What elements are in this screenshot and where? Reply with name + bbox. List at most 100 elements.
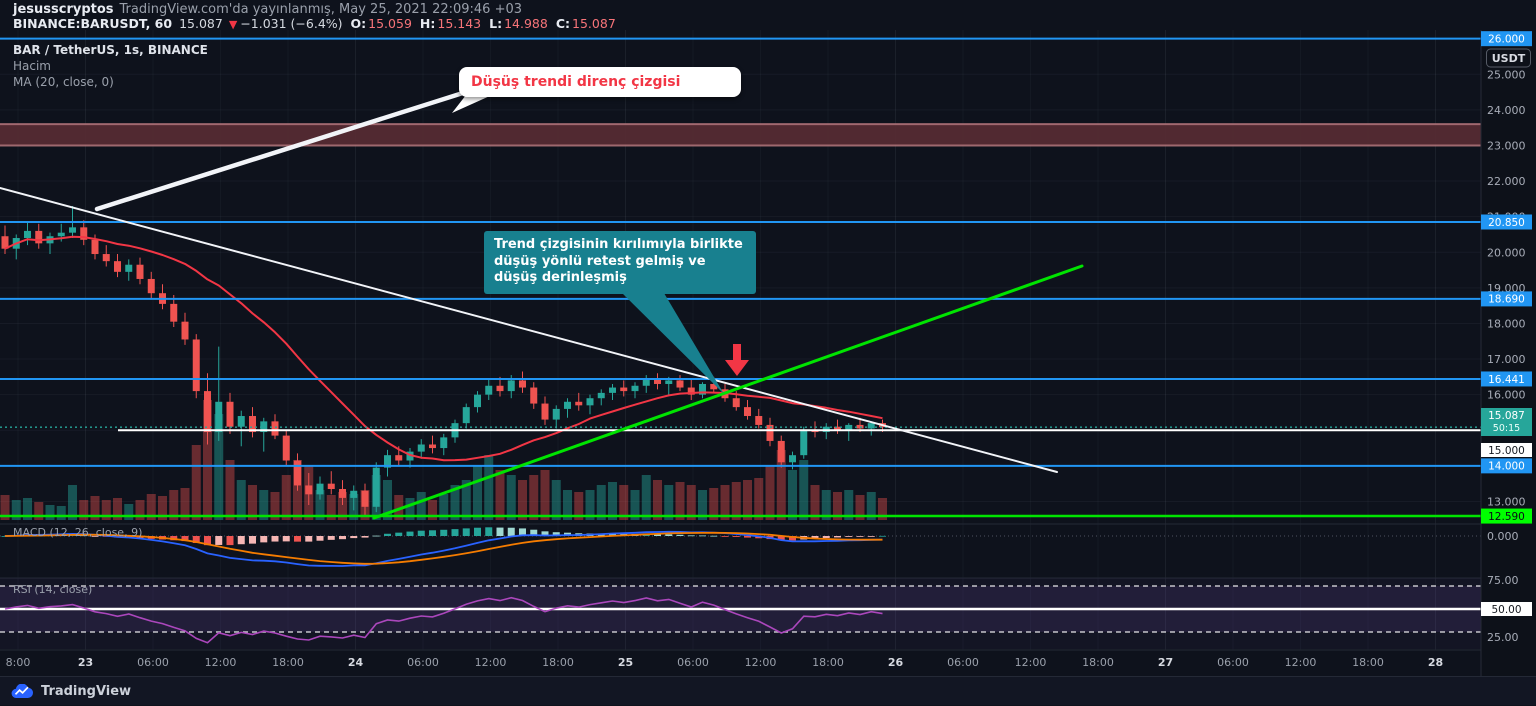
candle-body — [552, 408, 560, 420]
down-arrow-icon: ▼ — [228, 18, 238, 31]
candle-body — [294, 460, 301, 486]
candle-body — [1, 236, 9, 249]
time-axis[interactable]: 8:00 23 06:00 12:00 18:00 24 06:00 12:00 18:00 25… — [6, 656, 1444, 669]
macd-hist-bar — [384, 533, 391, 536]
candle-body — [429, 444, 436, 449]
legend-ma[interactable]: MA (20, close, 0) — [13, 75, 114, 89]
rising-support-line — [372, 264, 1084, 520]
volume-bar — [878, 498, 887, 520]
candle-body — [147, 278, 155, 294]
volume-bar — [473, 465, 482, 520]
volume-bar — [113, 498, 122, 520]
candle-body — [181, 321, 189, 340]
candle-body — [395, 455, 403, 461]
volume-bar — [191, 445, 201, 520]
volume-bar — [236, 480, 246, 520]
volume-bar — [56, 506, 66, 520]
retest-callout-box[interactable]: Trend çizgisinin kırılımıyla birlikte dü… — [484, 231, 756, 294]
macd-hist-bar — [192, 536, 200, 544]
candle-body — [215, 401, 223, 433]
volume-bar — [563, 490, 572, 520]
level-lines[interactable] — [0, 37, 1481, 518]
candle-body — [440, 437, 448, 449]
volume-bar — [428, 500, 437, 520]
currency-button[interactable] — [1486, 48, 1531, 68]
candle-body — [102, 254, 110, 262]
volume-bar — [608, 482, 617, 520]
volume-bar — [709, 488, 719, 520]
macd-hist-bar — [350, 536, 358, 539]
volume-bar — [79, 500, 89, 520]
time-tick: 06:00 — [677, 656, 709, 669]
candle-body — [57, 232, 65, 237]
last-price: 15.087 — [179, 16, 223, 31]
tradingview-brand-text[interactable]: TradingView — [41, 683, 132, 699]
time-tick: 12:00 — [1285, 656, 1317, 669]
chart-legend: BAR / TetherUS, 1s, BINANCE Hacim MA (20… — [13, 42, 208, 90]
time-tick: 28 — [1428, 656, 1443, 669]
svg-text:26.000: 26.000 — [1488, 33, 1525, 45]
macd-hist-bar — [327, 536, 335, 540]
volume-bar — [270, 492, 280, 520]
candle-body — [507, 380, 515, 392]
price-tick: 13.000 — [1487, 495, 1526, 508]
candle-body — [170, 303, 178, 322]
svg-text:50.00: 50.00 — [1491, 604, 1521, 616]
volume-bar — [11, 500, 21, 520]
volume-bar — [675, 482, 685, 520]
downtrend-resistance-line — [0, 187, 1058, 473]
legend-volume[interactable]: Hacim — [13, 59, 51, 73]
macd-hist-bar — [507, 527, 515, 536]
macd-hist-bar — [372, 535, 380, 537]
macd-hist-bar — [496, 527, 504, 536]
candle-body — [631, 385, 639, 392]
candle-body — [755, 416, 763, 425]
price-label-16441 — [1481, 371, 1532, 387]
macd-hist-bar — [80, 535, 88, 537]
candle-body — [609, 387, 616, 393]
macd-hist-bar — [451, 529, 459, 536]
svg-text:20.850: 20.850 — [1488, 217, 1525, 229]
rsi-legend[interactable]: RSI (14, close) — [13, 583, 93, 596]
volume-bar — [416, 492, 426, 520]
published-info: TradingView.com'da yayınlanmış, May 25, … — [119, 2, 523, 17]
candle-body — [316, 483, 324, 495]
time-tick: 12:00 — [745, 656, 777, 669]
resistance-annotation-box[interactable]: Düşüş trendi direnç çizgisi — [459, 67, 741, 97]
resistance-zone[interactable] — [0, 123, 1481, 147]
close-label: C: — [555, 16, 571, 31]
macd-hist-bar — [552, 532, 560, 536]
price-axis[interactable]: 25.00024.00023.00022.00021.00020.00019.0… — [1480, 30, 1536, 676]
volume-bar — [574, 492, 584, 520]
time-tick: 18:00 — [272, 656, 304, 669]
candle-body — [654, 378, 661, 384]
volume-bar — [619, 485, 629, 520]
legend-symbol[interactable]: BAR / TetherUS, 1s, BINANCE — [13, 43, 208, 57]
volume-bar — [506, 475, 516, 520]
volume-bar — [518, 480, 527, 520]
candle-body — [226, 401, 234, 427]
trendlines[interactable] — [0, 89, 1084, 520]
volume-bar — [495, 470, 505, 520]
high-value: 15.143 — [437, 16, 482, 31]
volume-bar — [394, 495, 404, 520]
price-label-15000 — [1481, 443, 1532, 457]
volume-bar — [664, 485, 674, 520]
candle-body — [845, 424, 853, 431]
symbol-name[interactable]: BINANCE:BARUSDT, 60 — [13, 16, 173, 31]
macd-hist-bar — [777, 536, 785, 541]
macd-hist-bar — [789, 536, 796, 541]
macd-hist-bar — [316, 536, 324, 541]
macd-legend[interactable]: MACD (12, 26, close, 9) — [13, 526, 143, 539]
tradingview-logo-icon[interactable] — [10, 683, 34, 699]
macd-hist-bar — [339, 536, 346, 540]
macd-hist-bar — [406, 531, 414, 536]
countdown-timer: 50:15 — [1493, 423, 1520, 434]
svg-text:USDT: USDT — [1492, 52, 1526, 65]
red-down-arrow[interactable] — [725, 344, 749, 376]
price-change: −1.031 (−6.4%) — [240, 16, 343, 31]
volume-bar — [0, 495, 10, 520]
open-value: 15.059 — [368, 16, 412, 31]
